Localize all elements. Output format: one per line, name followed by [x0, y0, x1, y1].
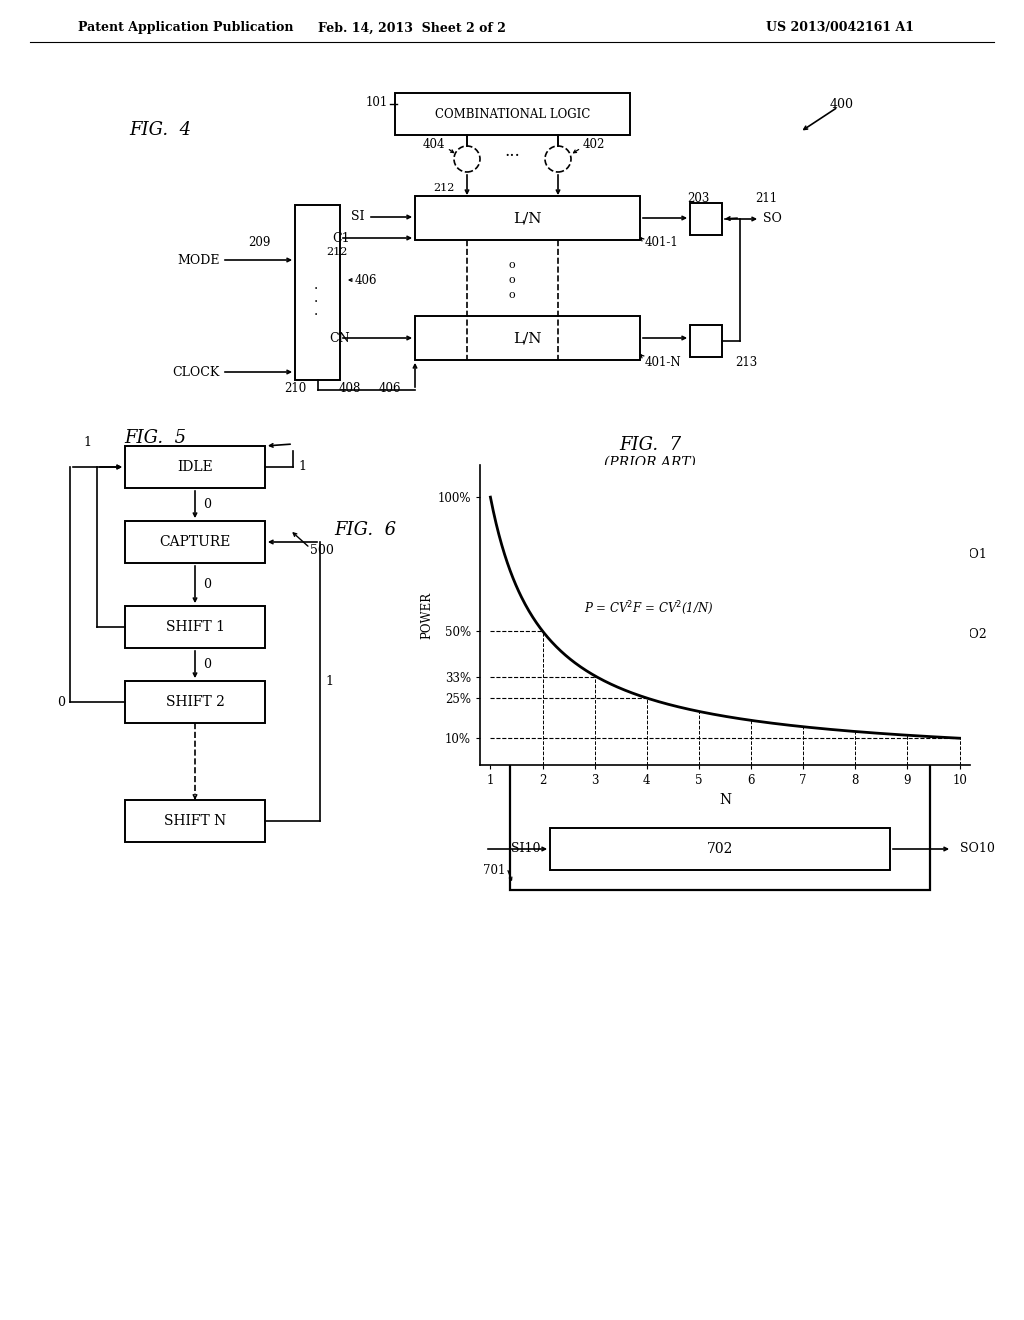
Bar	[550, 828, 890, 870]
Bar	[125, 681, 265, 723]
Text: CLOCK: CLOCK	[173, 366, 220, 379]
Text: 402: 402	[583, 139, 605, 152]
Text: 406: 406	[379, 381, 401, 395]
Text: SI1: SI1	[518, 548, 540, 561]
Text: Patent Application Publication: Patent Application Publication	[78, 21, 294, 34]
Text: C1: C1	[333, 231, 350, 244]
Text: o: o	[509, 260, 515, 271]
Text: 0: 0	[203, 578, 211, 591]
Text: 500: 500	[310, 544, 334, 557]
Text: 211: 211	[755, 191, 777, 205]
Text: .: .	[314, 290, 318, 305]
Text: (PRIOR ART): (PRIOR ART)	[604, 455, 696, 470]
Text: SI2: SI2	[518, 627, 540, 640]
Text: 213: 213	[735, 355, 758, 368]
Text: .: .	[314, 279, 318, 292]
Text: 406: 406	[355, 273, 378, 286]
Text: 0: 0	[203, 498, 211, 511]
Text: 400: 400	[830, 99, 854, 111]
Text: 1: 1	[298, 461, 306, 474]
Y-axis label: POWER: POWER	[420, 591, 433, 639]
Text: .: .	[314, 304, 318, 318]
Bar	[125, 606, 265, 648]
Text: IDLE: IDLE	[177, 459, 213, 474]
Text: SHIFT N: SHIFT N	[164, 814, 226, 828]
Text: CN: CN	[330, 331, 350, 345]
Text: P = CV$^2$F = CV$^2$(1/N): P = CV$^2$F = CV$^2$(1/N)	[585, 599, 714, 616]
Text: 401-N: 401-N	[645, 356, 682, 370]
Text: o: o	[717, 737, 723, 747]
Text: 702: 702	[707, 627, 733, 642]
Bar	[690, 325, 722, 356]
Text: 203: 203	[687, 191, 710, 205]
Text: o: o	[509, 275, 515, 285]
Bar	[415, 315, 640, 360]
Text: CAPTURE: CAPTURE	[160, 535, 230, 549]
Text: o: o	[717, 722, 723, 733]
Bar	[690, 203, 722, 235]
Text: 404: 404	[423, 139, 445, 152]
Bar	[510, 500, 930, 890]
Text: FIG.  4: FIG. 4	[129, 121, 191, 139]
Bar	[395, 92, 630, 135]
Text: FIG.  5: FIG. 5	[124, 429, 186, 447]
Text: 0: 0	[203, 657, 211, 671]
Text: SI10: SI10	[511, 842, 540, 855]
Text: FIG.  6: FIG. 6	[334, 521, 396, 539]
Text: FIG.  7: FIG. 7	[618, 436, 681, 454]
Text: 101: 101	[366, 95, 388, 108]
Bar	[550, 533, 890, 576]
Bar	[550, 612, 890, 655]
Text: 702: 702	[707, 842, 733, 855]
Text: 401-1: 401-1	[645, 236, 679, 249]
Text: Feb. 14, 2013  Sheet 2 of 2: Feb. 14, 2013 Sheet 2 of 2	[318, 21, 506, 34]
Text: 701: 701	[482, 863, 505, 876]
Text: 1: 1	[325, 675, 333, 688]
Text: 702: 702	[707, 546, 733, 561]
Bar	[125, 521, 265, 564]
Text: SO: SO	[763, 213, 782, 226]
Text: COMBINATIONAL LOGIC: COMBINATIONAL LOGIC	[435, 107, 590, 120]
X-axis label: N: N	[719, 792, 731, 807]
Text: o: o	[717, 751, 723, 760]
Text: 0: 0	[57, 696, 65, 709]
Text: SO1: SO1	[961, 548, 987, 561]
Text: 408: 408	[339, 381, 361, 395]
Text: MODE: MODE	[177, 253, 220, 267]
Text: 212: 212	[433, 183, 455, 193]
Bar	[125, 800, 265, 842]
Text: SO10: SO10	[961, 842, 995, 855]
Bar	[415, 195, 640, 240]
Text: 209: 209	[248, 236, 270, 249]
Text: L/N: L/N	[513, 331, 542, 345]
Text: 1: 1	[83, 436, 91, 449]
Bar	[125, 446, 265, 488]
Text: SO2: SO2	[961, 627, 987, 640]
Text: L/N: L/N	[513, 211, 542, 224]
Text: US 2013/0042161 A1: US 2013/0042161 A1	[766, 21, 914, 34]
Text: SHIFT 1: SHIFT 1	[166, 620, 224, 634]
Text: ...: ...	[504, 143, 520, 160]
Text: SI: SI	[351, 210, 365, 223]
Text: 210: 210	[284, 381, 306, 395]
Bar	[295, 205, 340, 380]
Text: o: o	[509, 290, 515, 300]
Text: 212: 212	[327, 247, 348, 257]
Text: SHIFT 2: SHIFT 2	[166, 696, 224, 709]
